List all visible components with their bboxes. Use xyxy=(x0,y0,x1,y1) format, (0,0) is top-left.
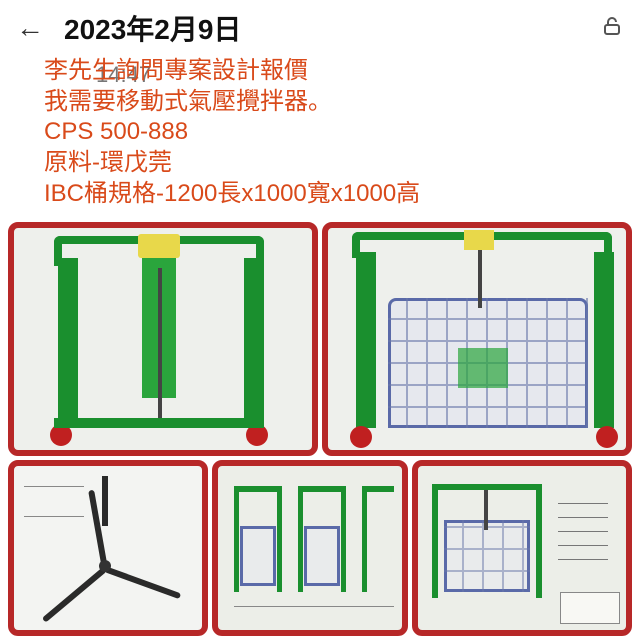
back-arrow-icon[interactable]: ← xyxy=(16,12,44,44)
overlay-line: IBC桶規格-1200長x1000寬x1000高 xyxy=(44,179,420,210)
collage-cell-elevations[interactable] xyxy=(212,460,408,636)
overlay-line: 我需要移動式氣壓攪拌器。 xyxy=(44,87,420,118)
overlay-line: 原料-環戊莞 xyxy=(44,148,420,179)
lock-icon[interactable] xyxy=(600,14,624,43)
page-title: 2023年2月9日 xyxy=(64,8,600,48)
collage-cell-propeller[interactable] xyxy=(8,460,208,636)
annotation-overlay: 李先生詢問專案設計報價 我需要移動式氣壓攪拌器。 CPS 500-888 原料-… xyxy=(44,56,420,210)
collage-cell-assembly[interactable] xyxy=(412,460,632,636)
overlay-line: 李先生詢問專案設計報價 xyxy=(44,56,420,87)
photo-collage xyxy=(0,222,640,640)
collage-cell-render-gantry[interactable] xyxy=(8,222,318,456)
collage-cell-render-ibc[interactable] xyxy=(322,222,632,456)
app-header: ← 2023年2月9日 xyxy=(0,0,640,56)
overlay-line: CPS 500-888 xyxy=(44,117,420,148)
